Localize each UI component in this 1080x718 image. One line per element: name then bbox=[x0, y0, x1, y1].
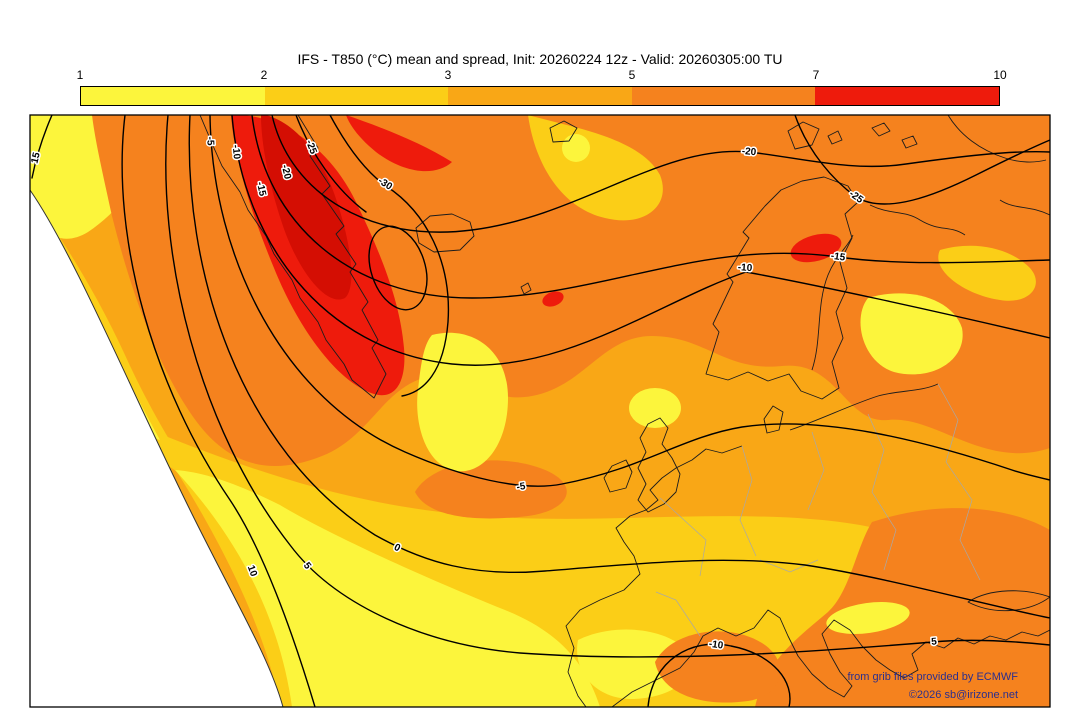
contour-label: -5 bbox=[516, 481, 527, 493]
coast-bothnia bbox=[811, 234, 854, 371]
contour-0 bbox=[188, 115, 1050, 619]
colorbar-tick: 3 bbox=[444, 68, 452, 82]
contour-m15 bbox=[251, 115, 1050, 299]
spread-yellow-patches bbox=[417, 134, 963, 634]
contour-inner-closed bbox=[368, 225, 428, 311]
colorbar-tick: 2 bbox=[260, 68, 268, 82]
contour-15 bbox=[31, 115, 53, 179]
contour-m10-med bbox=[647, 643, 791, 707]
coast-white-sea bbox=[869, 199, 1050, 236]
chart-title: IFS - T850 (°C) mean and spread, Init: 2… bbox=[297, 51, 783, 67]
colorbar-segment bbox=[631, 87, 816, 105]
spread-shading bbox=[30, 115, 1050, 707]
credit-copyright: ©2026 sb@irizone.net bbox=[909, 689, 1018, 701]
coast-baltic bbox=[789, 383, 939, 431]
colorbar-tick: 1 bbox=[76, 68, 84, 82]
mean-contours bbox=[31, 115, 1050, 707]
colorbar-tick: 5 bbox=[628, 68, 636, 82]
colorbar-segment bbox=[448, 87, 632, 105]
contour-label: -5 bbox=[204, 136, 215, 146]
coast-ireland bbox=[603, 459, 633, 493]
map-frame bbox=[29, 114, 1051, 708]
contour-m25-west bbox=[295, 115, 367, 213]
coast-arctic-isles bbox=[549, 120, 918, 149]
contour-label: -10 bbox=[230, 144, 242, 160]
contour-label: 5 bbox=[931, 636, 938, 647]
contour-label: -15 bbox=[254, 181, 268, 198]
coast-denmark bbox=[763, 405, 784, 434]
coast-britain bbox=[637, 417, 681, 513]
coast-black-sea bbox=[967, 590, 1050, 612]
credit-source: from grib files provided by ECMWF bbox=[847, 671, 1018, 683]
contour-m20 bbox=[271, 115, 1050, 233]
coast-novaya-zemlya bbox=[947, 115, 1047, 163]
country-borders bbox=[655, 383, 981, 637]
contour-m30 bbox=[329, 115, 450, 397]
contour-label: -10 bbox=[708, 639, 724, 652]
contour-5 bbox=[165, 115, 1050, 658]
colorbar-segment bbox=[815, 87, 999, 105]
colorbar-tick: 7 bbox=[812, 68, 820, 82]
contour-label: -15 bbox=[830, 251, 846, 264]
contour-m5 bbox=[209, 115, 1050, 487]
contour-label: -20 bbox=[741, 146, 757, 158]
coast-west-europe bbox=[565, 445, 743, 707]
coast-mediterranean bbox=[611, 609, 1050, 707]
contour-label: -20 bbox=[279, 164, 293, 181]
coast-iceland bbox=[415, 213, 475, 253]
colorbar bbox=[80, 86, 1000, 106]
colorbar-segment bbox=[264, 87, 449, 105]
contour-label: -10 bbox=[737, 262, 753, 274]
colorbar-segment bbox=[81, 87, 265, 105]
contour-m25-east bbox=[794, 115, 1050, 205]
projection-void bbox=[30, 189, 284, 707]
coastlines bbox=[199, 115, 1050, 707]
colorbar-tick: 10 bbox=[993, 68, 1007, 82]
contour-10 bbox=[121, 115, 316, 707]
coast-faroe bbox=[520, 282, 532, 295]
coast-svalbard bbox=[787, 121, 843, 150]
contour-m10 bbox=[231, 115, 1050, 366]
coast-greenland bbox=[199, 115, 387, 399]
